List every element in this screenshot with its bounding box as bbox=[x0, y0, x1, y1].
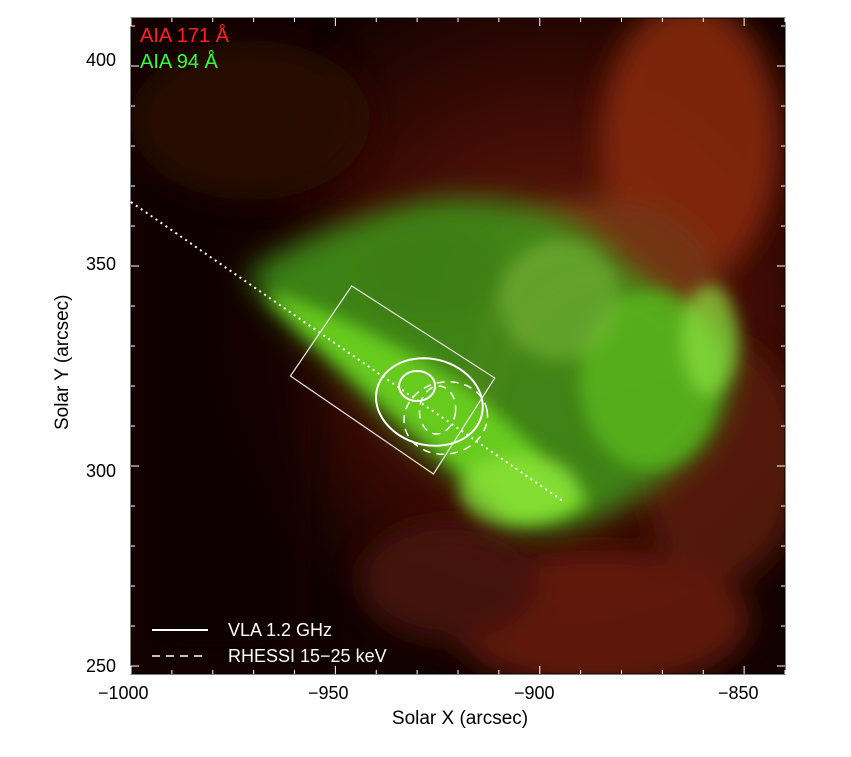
channel-label-94: AIA 94 Å bbox=[140, 50, 218, 73]
x-tick-label: −950 bbox=[308, 683, 349, 703]
x-axis-title: Solar X (arcsec) bbox=[391, 708, 529, 729]
y-tick-label: 400 bbox=[86, 50, 117, 70]
legend-label-rhessi: RHESSI 15−25 keV bbox=[228, 646, 387, 666]
x-tick-label: −1000 bbox=[98, 683, 149, 703]
x-tick-label: −850 bbox=[718, 683, 759, 703]
legend-label-vla: VLA 1.2 GHz bbox=[228, 620, 332, 640]
y-tick-label: 350 bbox=[86, 254, 117, 274]
channel-label-171: AIA 171 Å bbox=[140, 24, 230, 47]
y-axis-title: Solar Y (arcsec) bbox=[52, 294, 73, 430]
vla-contour-outer bbox=[374, 357, 484, 447]
vla-contour-inner bbox=[398, 369, 437, 403]
axis-ticks bbox=[130, 18, 786, 674]
field-of-view-box bbox=[289, 285, 496, 475]
legend: VLA 1.2 GHz RHESSI 15−25 keV bbox=[152, 620, 387, 666]
composite-image bbox=[131, 18, 785, 674]
x-tick-label: −900 bbox=[514, 683, 555, 703]
dotted-slit-line bbox=[130, 201, 565, 503]
y-tick-label: 250 bbox=[86, 656, 117, 676]
overlays bbox=[130, 201, 565, 503]
y-tick-label: 300 bbox=[86, 461, 117, 481]
